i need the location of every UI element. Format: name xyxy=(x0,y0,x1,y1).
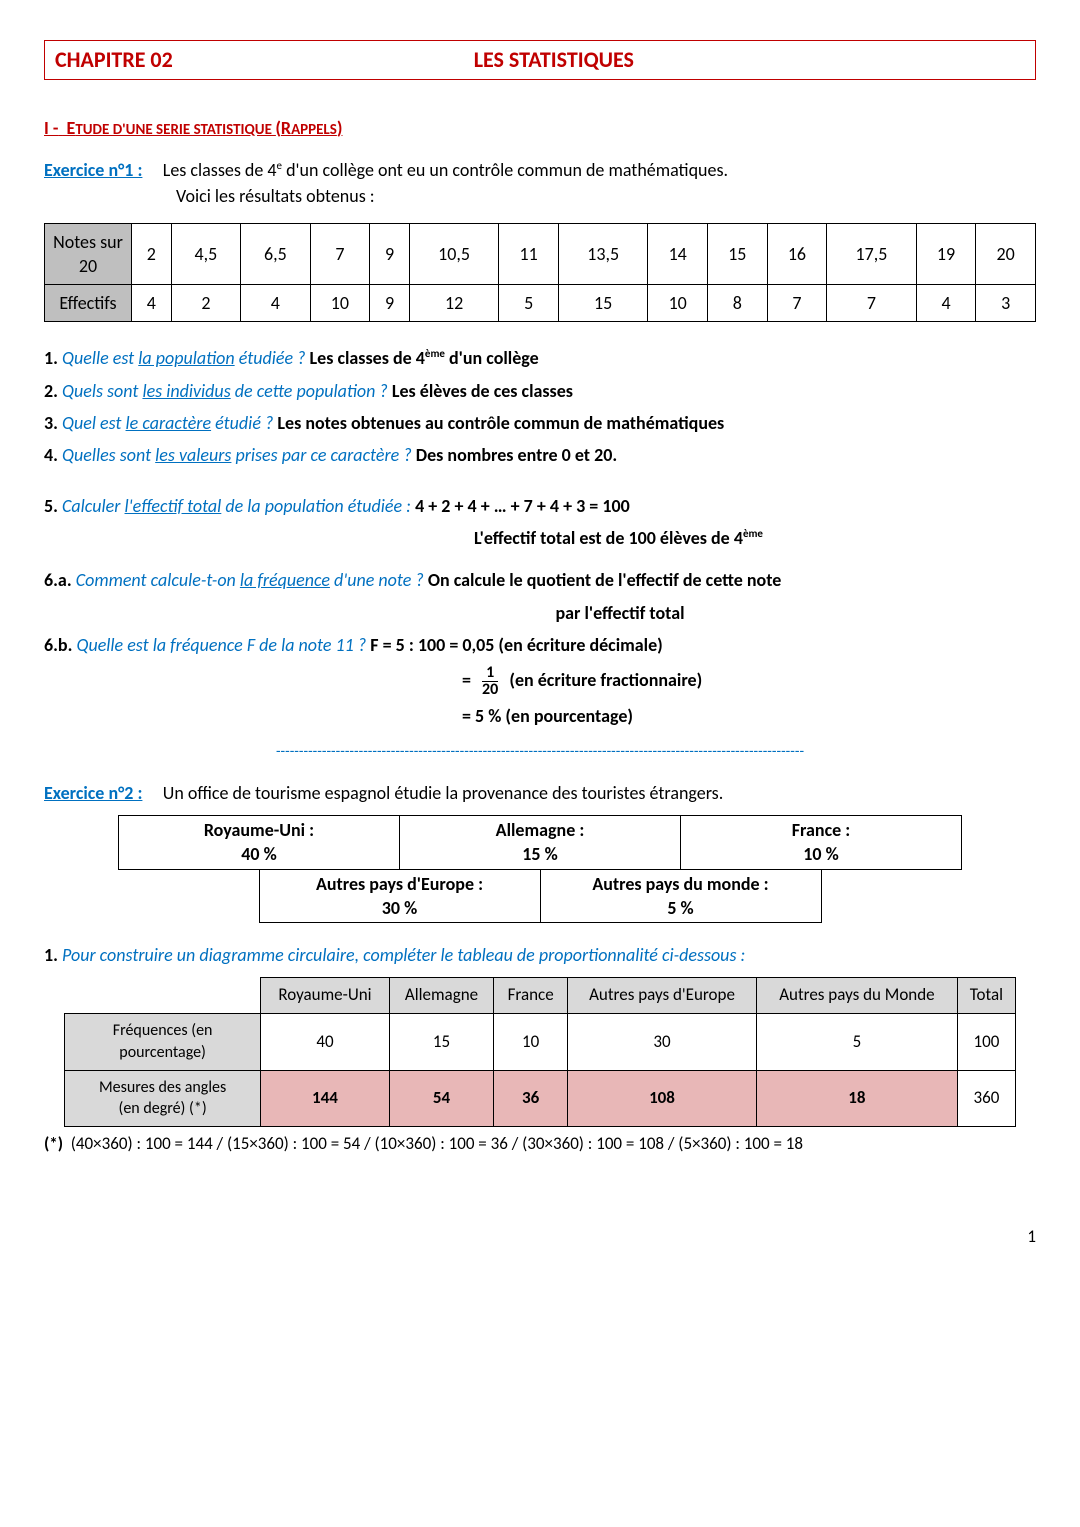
question-3: 3. Quel est le caractère étudié ? Les no… xyxy=(44,411,1036,435)
question-6a: 6.a. Comment calcule-t-on la fréquence d… xyxy=(44,568,1036,592)
question-2: 2. Quels sont les individus de cette pop… xyxy=(44,379,1036,403)
table-countries-row2: Autres pays d'Europe : 30 % Autres pays … xyxy=(259,869,822,924)
table-countries: Royaume-Uni : 40 % Allemagne : 15 % Fran… xyxy=(118,815,962,870)
question-6b-line3: = 5 % (en pourcentage) xyxy=(462,704,1036,728)
footnote-calculation: (*) (40×360) : 100 = 144 / (15×360) : 10… xyxy=(44,1133,1036,1156)
table-notes-effectifs: Notes sur 20 2 4,5 6,5 7 9 10,5 11 13,5 … xyxy=(44,223,1036,323)
table1-rowheader-effectifs: Effectifs xyxy=(45,285,132,322)
country-germany: Allemagne : 15 % xyxy=(400,815,681,869)
exercise-2-label: Exercice n°2 : xyxy=(44,782,142,804)
exercise-1-label: Exercice n°1 : xyxy=(44,159,142,181)
table-proportionality: Royaume-Uni Allemagne France Autres pays… xyxy=(64,977,1016,1126)
question-5: 5. Calculer l'effectif total de la popul… xyxy=(44,494,1036,518)
question-1: 1. Quelle est la population étudiée ? Le… xyxy=(44,346,1036,370)
chapter-header: CHAPITRE 02 LES STATISTIQUES xyxy=(44,40,1036,80)
table1-rowheader-notes: Notes sur 20 xyxy=(45,223,132,285)
country-other-world: Autres pays du monde : 5 % xyxy=(540,869,821,923)
fraction-1-20: 1 20 xyxy=(478,665,502,698)
row-frequencies-label: Fréquences (en pourcentage) xyxy=(64,1014,261,1070)
exercise-2-intro: Exercice n°2 : Un office de tourisme esp… xyxy=(44,781,1036,805)
question-6b-line2: = 1 20 (en écriture fractionnaire) xyxy=(462,665,1036,698)
exercise-1-intro: Exercice n°1 : Les classes de 4e d'un co… xyxy=(44,158,1036,182)
question-6a-answer-line2: par l'effectif total xyxy=(204,601,1036,625)
exercise-1-intro-line2: Voici les résultats obtenus : xyxy=(176,184,1036,208)
ex2-question-1: 1. Pour construire un diagramme circulai… xyxy=(44,943,1036,967)
page-number: 1 xyxy=(44,1226,1036,1249)
row-angles-label: Mesures des angles (en degré) (*) xyxy=(64,1070,261,1126)
section-1-heading: I - ETUDE D'UNE SERIE STATISTIQUE (RAPPE… xyxy=(44,116,1036,140)
separator-dashes: ----------------------------------------… xyxy=(44,742,1036,762)
country-uk: Royaume-Uni : 40 % xyxy=(119,815,400,869)
question-4: 4. Quelles sont les valeurs prises par c… xyxy=(44,443,1036,467)
course-title: LES STATISTIQUES xyxy=(83,45,1025,75)
country-other-europe: Autres pays d'Europe : 30 % xyxy=(259,869,540,923)
question-5-answer-line2: L'effectif total est de 100 élèves de 4è… xyxy=(474,526,1036,550)
country-france: France : 10 % xyxy=(681,815,962,869)
question-6b: 6.b. Quelle est la fréquence F de la not… xyxy=(44,633,1036,657)
